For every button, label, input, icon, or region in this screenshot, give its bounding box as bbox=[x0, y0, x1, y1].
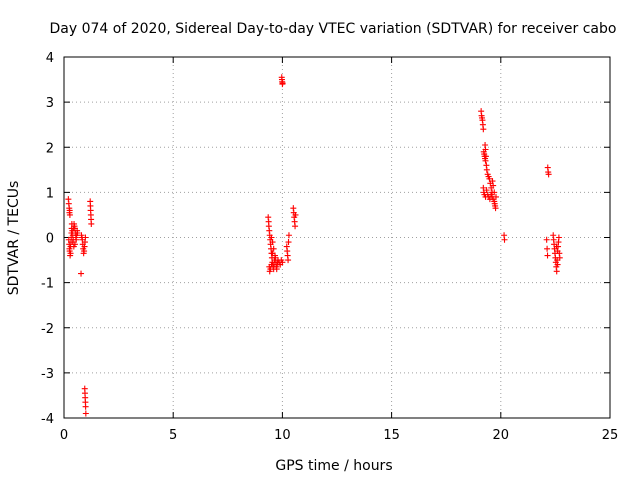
data-point bbox=[491, 189, 498, 196]
data-point bbox=[285, 257, 292, 264]
y-tick-label: 3 bbox=[46, 96, 54, 111]
data-point bbox=[554, 261, 561, 268]
data-point bbox=[544, 252, 551, 259]
x-tick-label: 25 bbox=[602, 428, 619, 443]
data-point bbox=[78, 270, 85, 277]
data-point bbox=[82, 234, 89, 241]
chart-title: Day 074 of 2020, Sidereal Day-to-day VTE… bbox=[50, 21, 617, 37]
y-tick-label: -1 bbox=[41, 277, 54, 292]
plot-frame bbox=[63, 56, 611, 419]
data-point bbox=[268, 234, 275, 241]
data-point bbox=[82, 403, 89, 410]
data-point bbox=[482, 146, 489, 153]
data-point bbox=[553, 268, 560, 275]
grid bbox=[64, 57, 610, 418]
data-point bbox=[553, 243, 560, 250]
data-point bbox=[483, 187, 490, 194]
x-tick-label: 5 bbox=[169, 428, 177, 443]
ticks: 0 5 10 15 20 25 -4 -3 -2 -1 0 1 2 3 4 bbox=[41, 51, 618, 443]
data-point bbox=[268, 261, 275, 268]
data-point bbox=[492, 205, 499, 212]
data-point bbox=[279, 80, 286, 87]
data-point bbox=[545, 171, 552, 178]
data-point bbox=[67, 250, 74, 257]
data-point bbox=[555, 234, 562, 241]
data-point bbox=[74, 229, 81, 236]
data-point bbox=[292, 223, 299, 230]
data-point bbox=[482, 153, 489, 160]
data-point bbox=[490, 182, 497, 189]
data-point bbox=[279, 259, 286, 266]
data-point bbox=[267, 266, 274, 273]
data-point bbox=[88, 220, 95, 227]
data-point bbox=[269, 239, 276, 246]
x-tick-label: 0 bbox=[60, 428, 68, 443]
data-point bbox=[82, 410, 89, 417]
y-tick-label: -2 bbox=[41, 322, 54, 337]
data-point bbox=[66, 211, 73, 218]
data-point bbox=[501, 236, 508, 243]
data-points bbox=[65, 74, 563, 417]
data-point bbox=[492, 193, 499, 200]
data-point bbox=[489, 178, 496, 185]
data-point bbox=[486, 175, 493, 182]
y-tick-label: -3 bbox=[41, 367, 54, 382]
data-point bbox=[292, 211, 299, 218]
data-point bbox=[270, 245, 277, 252]
data-point bbox=[543, 236, 550, 243]
y-tick-label: -4 bbox=[41, 412, 54, 427]
data-point bbox=[269, 250, 276, 257]
data-point bbox=[480, 126, 487, 133]
y-tick-label: 0 bbox=[46, 232, 54, 247]
x-axis-label: GPS time / hours bbox=[275, 458, 392, 474]
y-tick-label: 1 bbox=[46, 186, 54, 201]
x-tick-label: 20 bbox=[493, 428, 510, 443]
data-point bbox=[556, 254, 563, 261]
data-point bbox=[483, 166, 490, 173]
data-point bbox=[71, 241, 78, 248]
data-point bbox=[544, 245, 551, 252]
x-tick-label: 10 bbox=[274, 428, 291, 443]
y-tick-label: 2 bbox=[46, 141, 54, 156]
data-point bbox=[285, 239, 292, 246]
y-tick-label: 4 bbox=[46, 51, 54, 66]
y-axis-label: SDTVAR / TECUs bbox=[6, 181, 22, 296]
x-tick-label: 15 bbox=[383, 428, 400, 443]
data-point bbox=[285, 232, 292, 239]
